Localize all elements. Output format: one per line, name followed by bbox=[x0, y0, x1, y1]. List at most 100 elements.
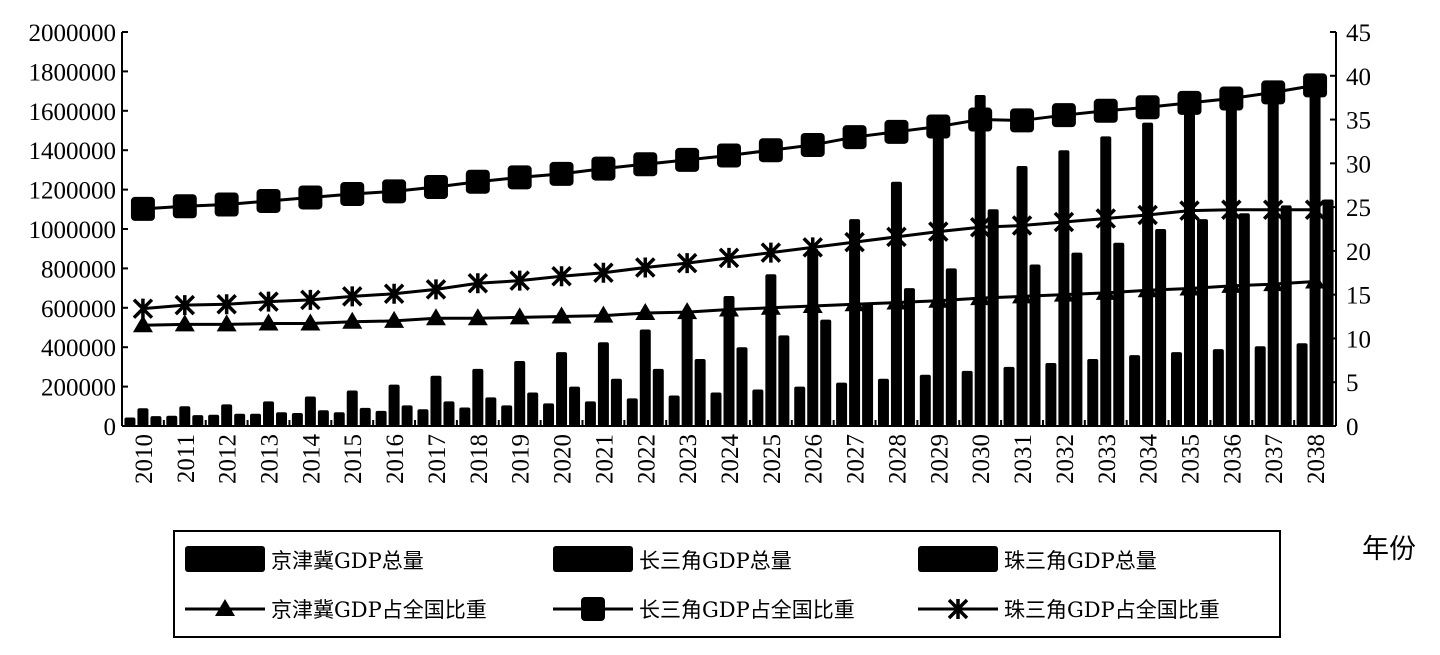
marker-京津冀GDP占全国比重-2035 bbox=[1179, 278, 1200, 296]
marker-京津冀GDP占全国比重-2028 bbox=[886, 292, 907, 310]
x-tick-label: 2014 bbox=[298, 434, 325, 485]
marker-长三角GDP占全国比重-2027 bbox=[842, 125, 867, 150]
legend-marker-长三角GDP占全国比重 bbox=[581, 597, 605, 621]
marker-珠三角GDP占全国比重-2022 bbox=[635, 257, 656, 278]
x-tick-label: 2029 bbox=[926, 434, 953, 484]
marker-长三角GDP占全国比重-2020 bbox=[549, 161, 574, 186]
marker-长三角GDP占全国比重-2012 bbox=[214, 192, 239, 217]
bar-京津冀GDP总量-2026 bbox=[794, 386, 806, 426]
marker-长三角GDP占全国比重-2036 bbox=[1219, 86, 1244, 111]
marker-长三角GDP占全国比重-2033 bbox=[1093, 98, 1118, 123]
marker-珠三角GDP占全国比重-2018 bbox=[467, 273, 489, 294]
x-tick-label: 2013 bbox=[257, 434, 284, 484]
marker-京津冀GDP占全国比重-2038 bbox=[1305, 271, 1326, 289]
legend-label-珠三角GDP总量: 珠三角GDP总量 bbox=[1004, 549, 1157, 573]
bar-长三角GDP总量-2033 bbox=[1100, 136, 1112, 426]
marker-长三角GDP占全国比重-2024 bbox=[717, 143, 741, 168]
marker-长三角GDP占全国比重-2037 bbox=[1261, 80, 1286, 105]
marker-京津冀GDP占全国比重-2023 bbox=[677, 302, 698, 320]
bar-京津冀GDP总量-2028 bbox=[877, 378, 889, 426]
bar-京津冀GDP总量-2023 bbox=[668, 395, 680, 426]
bar-京津冀GDP总量-2036 bbox=[1212, 349, 1224, 426]
marker-长三角GDP占全国比重-2021 bbox=[591, 156, 616, 181]
marker-长三角GDP占全国比重-2034 bbox=[1135, 95, 1160, 120]
marker-京津冀GDP占全国比重-2037 bbox=[1263, 274, 1284, 292]
marker-珠三角GDP占全国比重-2036 bbox=[1221, 199, 1242, 220]
x-tick-label: 2015 bbox=[340, 434, 367, 484]
marker-长三角GDP占全国比重-2015 bbox=[340, 181, 365, 206]
y-right-tick-label: 30 bbox=[1346, 151, 1371, 178]
legend-box bbox=[173, 530, 1281, 638]
bar-京津冀GDP总量-2035 bbox=[1170, 352, 1182, 426]
marker-京津冀GDP占全国比重-2016 bbox=[384, 310, 405, 328]
bar-京津冀GDP总量-2034 bbox=[1129, 355, 1141, 426]
bar-珠三角GDP总量-2011 bbox=[192, 415, 204, 426]
legend-marker-珠三角GDP占全国比重 bbox=[947, 598, 969, 620]
x-tick-label: 2018 bbox=[466, 434, 493, 484]
axes-layer: 0 200000 400000 600000 800000 1000000 1200000 1… bbox=[29, 20, 1372, 484]
bar-珠三角GDP总量-2021 bbox=[610, 378, 622, 426]
bar-京津冀GDP总量-2025 bbox=[752, 389, 764, 426]
bar-珠三角GDP总量-2038 bbox=[1322, 199, 1334, 426]
y-right-tick-label: 5 bbox=[1346, 370, 1359, 397]
marker-京津冀GDP占全国比重-2034 bbox=[1137, 280, 1158, 298]
bar-长三角GDP总量-2010 bbox=[137, 408, 149, 426]
marker-京津冀GDP占全国比重-2019 bbox=[509, 307, 530, 325]
y-left-tick-label: 400000 bbox=[41, 335, 116, 362]
bar-珠三角GDP总量-2013 bbox=[276, 412, 288, 426]
marker-珠三角GDP占全国比重-2014 bbox=[300, 289, 321, 311]
bar-京津冀GDP总量-2022 bbox=[626, 398, 638, 426]
bar-长三角GDP总量-2027 bbox=[849, 219, 861, 426]
bar-长三角GDP总量-2016 bbox=[388, 384, 400, 426]
bar-京津冀GDP总量-2010 bbox=[124, 417, 136, 426]
marker-京津冀GDP占全国比重-2020 bbox=[551, 306, 572, 324]
bar-长三角GDP总量-2021 bbox=[597, 342, 609, 426]
marker-京津冀GDP占全国比重-2029 bbox=[928, 290, 949, 308]
bar-京津冀GDP总量-2032 bbox=[1045, 362, 1057, 426]
x-tick-label: 2024 bbox=[717, 434, 744, 485]
marker-长三角GDP占全国比重-2013 bbox=[256, 188, 281, 213]
marker-珠三角GDP占全国比重-2028 bbox=[886, 226, 907, 248]
bar-珠三角GDP总量-2020 bbox=[569, 386, 581, 426]
marker-珠三角GDP占全国比重-2037 bbox=[1262, 199, 1284, 220]
marker-珠三角GDP占全国比重-2031 bbox=[1011, 215, 1033, 236]
marker-珠三角GDP占全国比重-2038 bbox=[1304, 199, 1326, 220]
bar-京津冀GDP总量-2031 bbox=[1003, 366, 1015, 426]
legend-swatch-长三角GDP总量 bbox=[553, 546, 633, 572]
bar-长三角GDP总量-2019 bbox=[514, 360, 526, 426]
y-left-tick-label: 1600000 bbox=[29, 99, 117, 126]
y-right-tick-label: 0 bbox=[1346, 414, 1359, 441]
bar-京津冀GDP总量-2011 bbox=[166, 415, 178, 426]
x-tick-label: 2023 bbox=[675, 434, 702, 484]
legend-label-长三角GDP占全国比重: 长三角GDP占全国比重 bbox=[639, 598, 855, 622]
marker-京津冀GDP占全国比重-2032 bbox=[1053, 284, 1074, 302]
bar-长三角GDP总量-2035 bbox=[1183, 110, 1195, 427]
x-axis-label: 年份 bbox=[1362, 534, 1416, 565]
bar-京津冀GDP总量-2016 bbox=[375, 410, 387, 426]
bar-长三角GDP总量-2014 bbox=[304, 396, 316, 426]
marker-珠三角GDP占全国比重-2033 bbox=[1095, 208, 1116, 229]
bar-珠三角GDP总量-2016 bbox=[401, 405, 413, 426]
x-tick-label: 2030 bbox=[968, 434, 995, 484]
marker-珠三角GDP占全国比重-2032 bbox=[1053, 211, 1075, 233]
x-tick-label: 2031 bbox=[1010, 434, 1037, 484]
bar-长三角GDP总量-2036 bbox=[1225, 102, 1237, 427]
bar-珠三角GDP总量-2030 bbox=[987, 209, 999, 426]
bar-长三角GDP总量-2034 bbox=[1142, 122, 1154, 427]
marker-珠三角GDP占全国比重-2029 bbox=[928, 221, 949, 242]
marker-长三角GDP占全国比重-2019 bbox=[507, 165, 532, 190]
bar-珠三角GDP总量-2028 bbox=[903, 288, 915, 426]
y-left-tick-label: 1800000 bbox=[29, 59, 117, 86]
marker-京津冀GDP占全国比重-2033 bbox=[1095, 282, 1116, 300]
marker-珠三角GDP占全国比重-2030 bbox=[969, 217, 991, 238]
x-tick-label: 2037 bbox=[1261, 434, 1288, 484]
bar-长三角GDP总量-2018 bbox=[472, 368, 484, 426]
marker-长三角GDP占全国比重-2032 bbox=[1051, 103, 1076, 128]
bar-珠三角GDP总量-2014 bbox=[317, 410, 329, 426]
marker-长三角GDP占全国比重-2011 bbox=[172, 194, 197, 219]
marker-京津冀GDP占全国比重-2025 bbox=[760, 297, 781, 315]
x-tick-label: 2010 bbox=[131, 434, 158, 484]
legend-marker-京津冀GDP占全国比重 bbox=[215, 599, 235, 616]
